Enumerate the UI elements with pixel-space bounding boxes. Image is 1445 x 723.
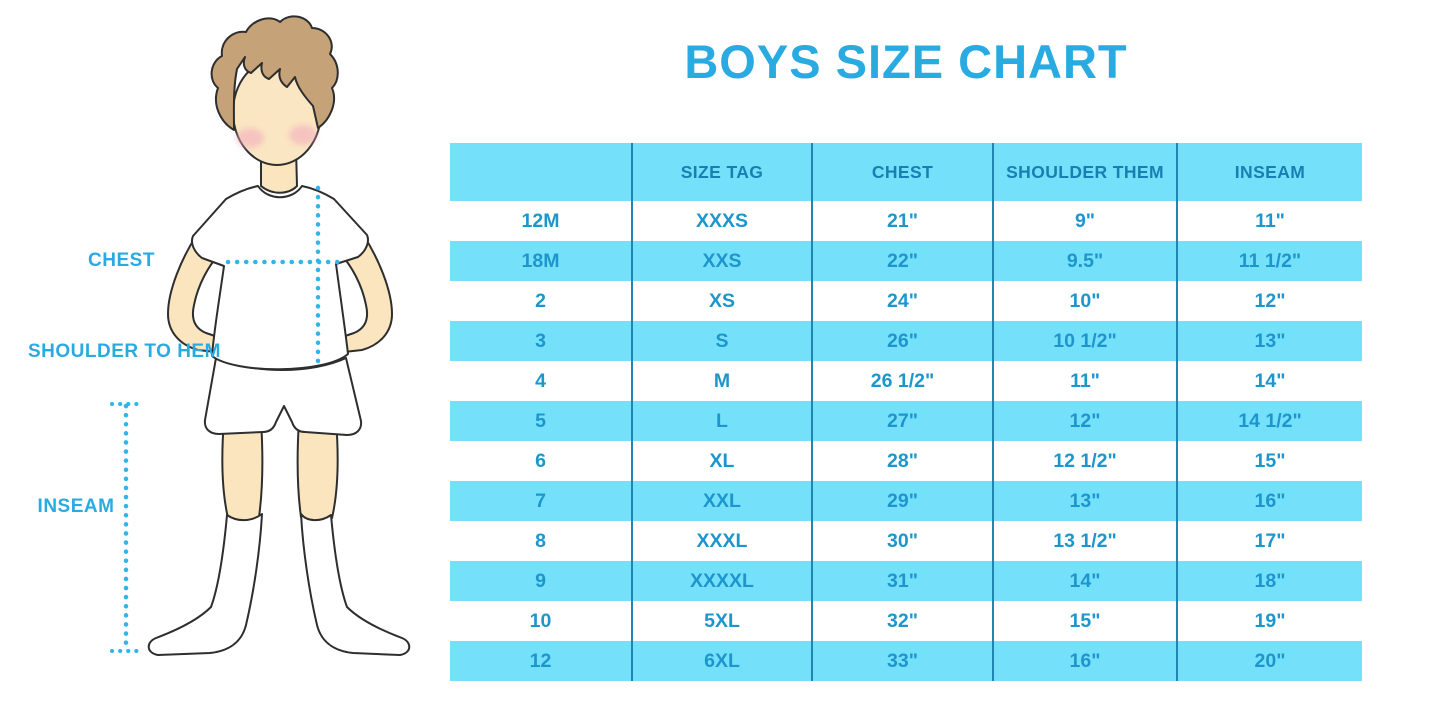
table-cell: 14" [993,561,1178,601]
table-cell: 9.5" [993,241,1178,281]
chest-label: CHEST [88,250,155,271]
table-cell: 7 [450,481,633,521]
table-cell: 11" [993,361,1178,401]
table-header-row: SIZE TAG CHEST SHOULDER THEM INSEAM [450,143,1362,201]
table-cell: 6XL [632,641,813,681]
table-cell: XXL [632,481,813,521]
table-cell: 30" [812,521,994,561]
table-cell: XXXS [632,201,813,241]
table-cell: 10 [450,601,633,641]
header-cell-inseam: INSEAM [1177,143,1362,201]
shoulder-to-hem-label: SHOULDER TO HEM [28,341,221,362]
table-cell: 8 [450,521,633,561]
table-cell: 10 1/2" [993,321,1178,361]
table-cell: 10" [993,281,1178,321]
table-row: 9 XXXXL 31" 14" 18" [450,561,1362,601]
inseam-label: INSEAM [37,496,115,517]
table-cell: 16" [993,641,1178,681]
right-leg [296,419,339,525]
table-cell: 11" [1255,209,1285,232]
table-row: 2 XS 24" 10" 12" [450,281,1362,321]
table-cell: XS [632,281,813,321]
table-cell: 27" [812,401,994,441]
table-cell: 14 1/2" [1177,401,1362,441]
table-cell: 13" [993,481,1178,521]
table-row: 8 XXXL 30" 13 1/2" 17" [450,521,1362,561]
size-table-body: 12M XXXS 21" 9" 11" 18M XXS 22" 9.5" 11 1/2" 2 XS 24… [450,201,1362,681]
header-cell-size [450,143,633,201]
table-cell: 20" [1177,641,1362,681]
table-cell: 15" [993,601,1178,641]
table-cell: S [632,321,813,361]
table-cell: 17" [1254,529,1286,552]
table-cell: 26 1/2" [812,361,994,401]
table-cell: 26" [812,321,994,361]
table-cell: 13" [1177,321,1362,361]
table-row: 7 XXL 29" 13" 16" [450,481,1362,521]
header-cell-shoulder-hem: SHOULDER THEM [993,143,1178,201]
table-cell: 2 [450,281,633,321]
table-row: 12M XXXS 21" 9" 11" [450,201,1362,241]
table-cell: 19" [1254,609,1286,632]
table-cell: 28" [812,441,994,481]
table-cell: 13 1/2" [993,521,1178,561]
table-cell: 12 1/2" [993,441,1178,481]
table-cell: 12" [1254,289,1286,312]
table-cell: XXXXL [632,561,813,601]
left-leg [221,419,264,525]
table-cell: 3 [450,321,633,361]
table-cell: 5 [450,401,633,441]
table-cell: 15" [1254,449,1286,472]
right-sock [300,513,411,656]
table-cell: 33" [812,641,994,681]
table-cell: 31" [812,561,994,601]
table-cell: L [632,401,813,441]
hair [210,15,339,131]
table-cell: 12M [450,201,633,241]
shirt [191,185,369,371]
table-cell: 12 [450,641,633,681]
size-table: SIZE TAG CHEST SHOULDER THEM INSEAM 12M X… [450,143,1362,681]
table-cell: 14" [1254,369,1286,392]
page-title: BOYS SIZE CHART [684,35,1128,88]
table-row: 5 L 27" 12" 14 1/2" [450,401,1362,441]
table-cell: 9 [450,561,633,601]
right-cheek-blush [289,125,317,145]
left-sock [147,513,263,656]
table-cell: 5XL [632,601,813,641]
left-cheek-blush [236,128,264,148]
table-cell: 21" [812,201,994,241]
table-cell: 24" [812,281,994,321]
header-cell-chest: CHEST [812,143,994,201]
boy-figure-illustration [110,15,411,656]
table-row: 6 XL 28" 12 1/2" 15" [450,441,1362,481]
table-row: 3 S 26" 10 1/2" 13" [450,321,1362,361]
table-cell: 6 [450,441,633,481]
table-cell: 32" [812,601,994,641]
table-cell: 29" [812,481,994,521]
table-cell: 9" [993,201,1178,241]
table-row: 4 M 26 1/2" 11" 14" [450,361,1362,401]
table-cell: 22" [812,241,994,281]
table-cell: XXXL [632,521,813,561]
table-row: 10 5XL 32" 15" 19" [450,601,1362,641]
table-row: 12 6XL 33" 16" 20" [450,641,1362,681]
table-cell: 12" [993,401,1178,441]
table-cell: 18M [450,241,633,281]
table-cell: XXS [632,241,813,281]
table-cell: 4 [450,361,633,401]
table-cell: 11 1/2" [1177,241,1362,281]
header-cell-size-tag: SIZE TAG [632,143,813,201]
table-cell: XL [632,441,813,481]
table-cell: M [632,361,813,401]
table-cell: 16" [1177,481,1362,521]
table-row: 18M XXS 22" 9.5" 11 1/2" [450,241,1362,281]
table-cell: 18" [1177,561,1362,601]
